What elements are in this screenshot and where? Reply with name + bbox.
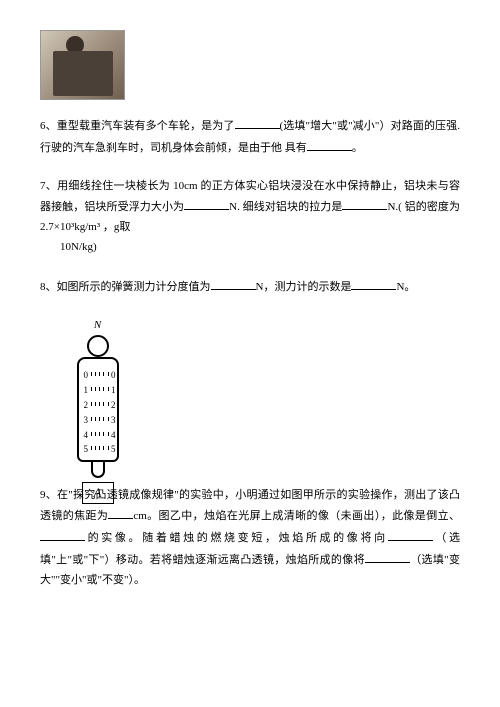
tick-row: 4 4	[87, 427, 113, 441]
question-number: 8、	[40, 281, 57, 293]
spring-scale-diagram: N 0 0 1 1 2 2 3 3	[60, 316, 135, 476]
tick-marks	[91, 448, 109, 449]
scale-unit-label: N	[60, 316, 135, 336]
question-number: 9、	[40, 489, 57, 501]
question-text: 如图所示的弹簧测力计分度值为	[57, 281, 211, 293]
scale-label-box: A	[82, 482, 114, 504]
blank-fill	[388, 527, 433, 541]
question-text: N，测力计的示数是	[256, 281, 352, 293]
tick-label: 1	[111, 382, 116, 398]
blank-fill	[342, 196, 387, 210]
question-number: 6、	[40, 120, 57, 132]
question-number: 7、	[40, 180, 57, 192]
tick-label: 0	[84, 367, 89, 383]
tick-marks	[91, 404, 109, 405]
question-text: 的实像。随着蜡烛的燃烧变短，烛焰所成的像将向	[85, 532, 388, 544]
blank-fill	[365, 549, 410, 563]
tick-marks	[91, 434, 109, 435]
tick-row: 3 3	[87, 412, 113, 426]
tick-label: 1	[84, 382, 89, 398]
question-8: 8、如图所示的弹簧测力计分度值为 N，测力计的示数是 N。	[40, 276, 460, 298]
blank-fill	[211, 276, 256, 290]
question-text: 。	[352, 142, 363, 154]
balance-image	[40, 30, 125, 100]
scale-hook	[91, 462, 105, 478]
blank-fill	[351, 276, 396, 290]
tick-row: 5 5	[87, 441, 113, 455]
scale-ring	[87, 335, 109, 357]
scale-body: 0 0 1 1 2 2 3 3 4 4	[77, 357, 119, 462]
tick-label: 5	[84, 441, 89, 457]
question-text: N.( 铝的密度为	[387, 201, 460, 213]
tick-row: 2 2	[87, 397, 113, 411]
balance-base	[53, 51, 113, 96]
tick-row: 0 0	[87, 367, 113, 381]
question-continuation: 10N/kg)	[40, 238, 460, 258]
tick-marks	[91, 419, 109, 420]
tick-label: 3	[84, 412, 89, 428]
tick-row: 1 1	[87, 382, 113, 396]
tick-label: 3	[111, 412, 116, 428]
blank-fill	[108, 505, 133, 519]
tick-label: 0	[111, 367, 116, 383]
question-text: cm。图乙中，烛焰在光屏上成清晰的像（未画出），此像是倒立、	[133, 510, 460, 522]
tick-label: 2	[84, 397, 89, 413]
blank-fill	[235, 115, 280, 129]
formula-text: 2.7×10³kg/m³	[40, 221, 100, 233]
tick-marks	[91, 389, 109, 390]
question-text: N. 细线对铝块的拉力是	[229, 201, 342, 213]
tick-marks	[91, 374, 109, 375]
tick-label: 5	[111, 441, 116, 457]
scale-ticks-container: 0 0 1 1 2 2 3 3 4 4	[87, 367, 113, 455]
question-text: 重型载重汽车装有多个车轮，是为了	[57, 120, 235, 132]
tick-label: 2	[111, 397, 116, 413]
tick-label: 4	[111, 427, 116, 443]
blank-fill	[40, 527, 85, 541]
question-7: 7、用细线拴住一块棱长为 10cm 的正方体实心铝块浸没在水中保持静止，铝块未与…	[40, 177, 460, 258]
question-text: 10N/kg)	[60, 241, 97, 253]
question-text: N。	[396, 281, 415, 293]
tick-label: 4	[84, 427, 89, 443]
blank-fill	[184, 196, 229, 210]
question-text: ，g取	[103, 221, 131, 233]
blank-fill	[307, 137, 352, 151]
question-6: 6、重型载重汽车装有多个车轮，是为了(选填"增大"或"减小"）对路面的压强. 行…	[40, 115, 460, 159]
